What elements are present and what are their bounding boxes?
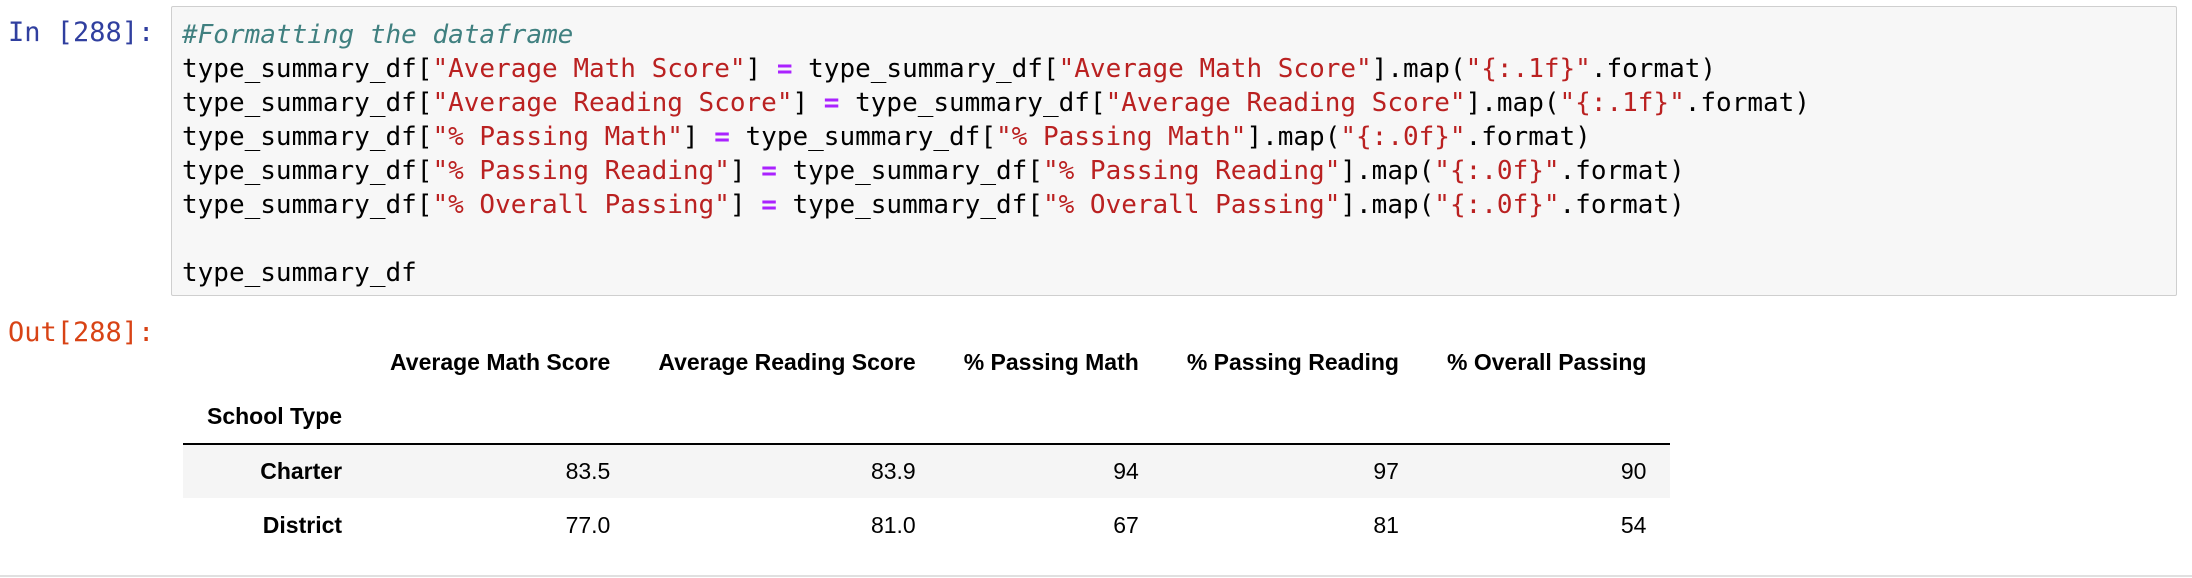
code-token: ] <box>745 54 777 84</box>
column-header: % Passing Math <box>963 348 1139 375</box>
column-header: % Passing Reading <box>1186 348 1399 375</box>
code-cell-input[interactable]: #Formatting the dataframe type_summary_df… <box>171 6 2177 296</box>
code-token: type_summary_df[ <box>182 88 433 118</box>
code-comment: #Formatting the dataframe <box>182 20 574 50</box>
column-header-row: Average Math Score Average Reading Score%… <box>183 335 1670 389</box>
table-cell: 83.9 <box>870 458 916 484</box>
code-token: ].map( <box>1340 156 1435 186</box>
table-cell: 97 <box>1373 458 1399 484</box>
column-header: % Overall Passing <box>1446 348 1647 375</box>
code-string: "% Passing Math" <box>432 122 683 152</box>
code-token: type_summary_df[ <box>182 122 433 152</box>
header-blank-cell <box>183 335 366 389</box>
code-string: "{:.0f}" <box>1340 122 1466 152</box>
cell-divider <box>0 575 2192 577</box>
code-string: "% Passing Math" <box>995 122 1247 152</box>
index-row-blank-cell <box>1163 389 1423 444</box>
code-string: "{:.1f}" <box>1559 88 1685 118</box>
code-string: "{:.0f}" <box>1434 190 1560 220</box>
code-line: type_summary_df <box>182 256 1810 290</box>
code-string: "Average Reading Score" <box>432 88 793 118</box>
code-string: "Average Math Score" <box>432 54 746 84</box>
code-token: ].map( <box>1465 88 1560 118</box>
code-token: ].map( <box>1340 190 1435 220</box>
code-token: type_summary_df[ <box>182 156 433 186</box>
code-string: "{:.0f}" <box>1434 156 1560 186</box>
index-name-row: School Type <box>183 389 1671 444</box>
code-token: ] <box>729 190 762 220</box>
code-line: type_summary_df["% Passing Math"] = type… <box>182 120 1810 154</box>
code-token: ].map( <box>1246 122 1341 152</box>
index-row-blank-cell <box>1423 389 1670 444</box>
code-token: .format) <box>1559 156 1685 186</box>
table-cell: 81 <box>1373 511 1399 538</box>
code-string: "% Overall Passing" <box>1042 190 1341 220</box>
code-token: type_summary_df[ <box>776 156 1043 186</box>
code-editor[interactable]: #Formatting the dataframe type_summary_df… <box>182 18 1810 290</box>
code-string: "Average Reading Score" <box>1105 88 1466 118</box>
code-string: "{:.1f}" <box>1465 54 1591 84</box>
index-name: School Type <box>207 402 343 429</box>
code-line: #Formatting the dataframe <box>182 18 1810 52</box>
table-cell: 67 <box>1113 511 1139 538</box>
code-token: type_summary_df[ <box>839 88 1106 118</box>
code-token: .format) <box>1559 190 1685 220</box>
index-row-blank-cell <box>940 389 1163 444</box>
row-index-label: Charter <box>260 458 343 484</box>
code-token: ] <box>682 122 715 152</box>
table-row: Charter 83.5 83.9 94 97 90 <box>183 444 1671 498</box>
cell-output: Average Math Score Average Reading Score%… <box>171 310 2177 570</box>
code-operator: = <box>823 88 840 118</box>
code-token: ] <box>729 156 762 186</box>
column-header: Average Math Score <box>390 348 611 375</box>
code-token: ].map( <box>1371 54 1466 84</box>
code-token: type_summary_df[ <box>182 190 433 220</box>
input-prompt: In [288]: <box>8 17 155 48</box>
output-prompt: Out[288]: <box>8 317 155 348</box>
code-token: type_summary_df[ <box>792 54 1059 84</box>
index-row-blank-cell <box>366 389 634 444</box>
code-token: type_summary_df[ <box>729 122 996 152</box>
code-token: type_summary_df[ <box>182 54 433 84</box>
code-line: type_summary_df["% Passing Reading"] = t… <box>182 154 1810 188</box>
column-header: Average Reading Score <box>658 348 916 375</box>
table-cell: 77.0 <box>565 511 611 538</box>
code-string: "% Overall Passing" <box>432 190 730 220</box>
code-token: .format) <box>1590 54 1717 84</box>
code-string: "% Passing Reading" <box>432 156 730 186</box>
table-cell: 94 <box>1113 458 1139 484</box>
dataframe-table: Average Math Score Average Reading Score%… <box>183 335 1671 552</box>
code-token: ] <box>792 88 824 118</box>
index-row-blank-cell <box>634 389 939 444</box>
code-string: "Average Math Score" <box>1058 54 1372 84</box>
code-token: .format) <box>1465 122 1591 152</box>
table-cell: 83.5 <box>565 458 611 484</box>
table-cell: 54 <box>1620 511 1647 538</box>
code-token: type_summary_df <box>182 258 417 288</box>
table-cell: 81.0 <box>870 511 916 538</box>
table-row: District 77.0 81.0 67 81 54 <box>183 498 1670 552</box>
code-operator: = <box>776 54 793 84</box>
code-line: type_summary_df["Average Reading Score"]… <box>182 86 1810 120</box>
code-operator: = <box>761 156 777 186</box>
code-operator: = <box>761 190 777 220</box>
code-token: .format) <box>1684 88 1810 118</box>
code-line: type_summary_df["Average Math Score"] = … <box>182 52 1810 86</box>
code-string: "% Passing Reading" <box>1042 156 1341 186</box>
table-body: Charter 83.5 83.9 94 97 90 District 77.0 81.0 67 8… <box>183 444 1671 552</box>
code-line: type_summary_df["% Overall Passing"] = t… <box>182 188 1810 222</box>
code-line <box>182 222 1810 256</box>
code-token: type_summary_df[ <box>776 190 1043 220</box>
table-cell: 90 <box>1620 458 1647 484</box>
row-index-label: District <box>262 511 343 538</box>
code-operator: = <box>714 122 730 152</box>
